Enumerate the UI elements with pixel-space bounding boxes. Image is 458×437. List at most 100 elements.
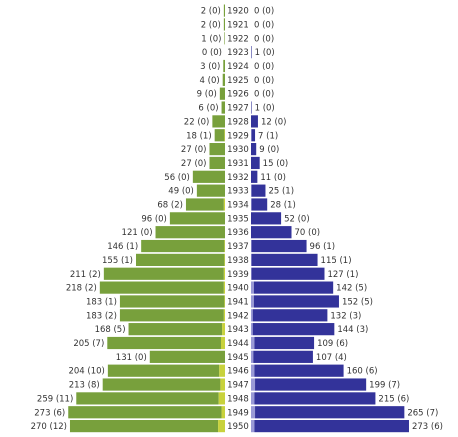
right-value-label-1931: 15 (0) xyxy=(263,159,289,169)
left-bar-sub-1949 xyxy=(221,406,225,419)
left-value-label-1935: 96 (0) xyxy=(141,214,167,224)
year-label-1928: 1928 xyxy=(227,117,249,127)
right-value-label-1936: 70 (0) xyxy=(295,228,321,238)
year-label-1930: 1930 xyxy=(227,145,249,155)
right-bar-1938 xyxy=(251,253,318,266)
left-value-label-1920: 2 (0) xyxy=(201,7,221,17)
left-bar-1937 xyxy=(141,239,225,253)
year-label-1935: 1935 xyxy=(227,214,249,224)
right-value-label-1930: 9 (0) xyxy=(259,145,279,155)
left-bar-sub-1944 xyxy=(220,336,225,350)
left-value-label-1933: 49 (0) xyxy=(168,187,194,197)
data-labels: 2 (0) 0 (0) 2 (0) 0 (0) 1 (0) 0 (0) 0 (0) 1 (0)… xyxy=(31,7,443,433)
year-label-1944: 1944 xyxy=(227,339,249,349)
right-bar-1930 xyxy=(251,143,257,156)
right-value-label-1947: 199 (7) xyxy=(369,381,400,391)
left-value-label-1926: 9 (0) xyxy=(197,90,217,100)
left-bar-1949 xyxy=(68,406,222,419)
left-bar-1926 xyxy=(219,87,225,100)
right-value-label-1923: 1 (0) xyxy=(255,48,275,58)
year-label-1923: 1923 xyxy=(227,48,249,58)
right-series-bars xyxy=(251,46,409,433)
year-label-1925: 1925 xyxy=(227,76,249,86)
right-value-label-1932: 11 (0) xyxy=(260,173,286,183)
left-bar-1920 xyxy=(223,4,225,17)
right-bar-1943 xyxy=(252,323,335,336)
right-bar-sub-1934 xyxy=(251,198,252,211)
left-value-label-1930: 27 (0) xyxy=(181,145,207,155)
year-label-1926: 1926 xyxy=(227,90,249,100)
right-value-label-1944: 109 (6) xyxy=(317,339,348,349)
right-bar-1934 xyxy=(251,198,268,211)
left-bar-1925 xyxy=(222,73,225,86)
right-bar-sub-1938 xyxy=(251,253,252,266)
right-value-label-1920: 0 (0) xyxy=(254,7,274,17)
right-bar-1942 xyxy=(252,309,328,322)
left-bar-1932 xyxy=(192,170,225,183)
left-bar-1927 xyxy=(221,101,225,114)
left-bar-sub-1939 xyxy=(223,267,225,280)
year-label-1931: 1931 xyxy=(227,159,249,169)
left-bar-1943 xyxy=(128,323,223,336)
left-bar-1945 xyxy=(149,350,225,363)
right-bar-1939 xyxy=(251,267,325,280)
right-value-label-1924: 0 (0) xyxy=(254,62,274,72)
right-bar-1936 xyxy=(251,226,292,239)
left-value-label-1932: 56 (0) xyxy=(164,173,190,183)
right-value-label-1926: 0 (0) xyxy=(254,90,274,100)
left-value-label-1937: 146 (1) xyxy=(107,242,138,252)
right-bar-1947 xyxy=(255,378,367,391)
left-value-label-1936: 121 (0) xyxy=(122,228,153,238)
left-bar-1936 xyxy=(155,226,225,239)
right-value-label-1928: 12 (0) xyxy=(261,117,287,127)
left-bar-1942 xyxy=(119,309,224,322)
right-value-label-1942: 132 (3) xyxy=(330,311,361,321)
year-label-1937: 1937 xyxy=(227,242,249,252)
left-value-label-1929: 18 (1) xyxy=(186,131,212,141)
left-value-label-1948: 259 (11) xyxy=(37,394,73,404)
left-bar-sub-1943 xyxy=(222,323,225,336)
right-bar-1946 xyxy=(254,364,344,377)
right-bar-1933 xyxy=(251,184,266,197)
right-bar-sub-1937 xyxy=(251,239,252,253)
year-label-1941: 1941 xyxy=(227,297,249,307)
year-label-1940: 1940 xyxy=(227,284,249,294)
left-value-label-1941: 183 (1) xyxy=(86,297,117,307)
year-label-1924: 1924 xyxy=(227,62,249,72)
left-bar-sub-1950 xyxy=(218,420,225,433)
right-bar-1932 xyxy=(251,170,258,183)
left-bar-1934 xyxy=(185,198,224,211)
right-bar-sub-1947 xyxy=(251,378,256,391)
left-value-label-1921: 2 (0) xyxy=(201,20,221,30)
right-value-label-1927: 1 (0) xyxy=(255,104,275,114)
right-value-label-1937: 96 (1) xyxy=(310,242,336,252)
year-label-1945: 1945 xyxy=(227,353,249,363)
year-label-1948: 1948 xyxy=(227,394,249,404)
right-bar-1935 xyxy=(251,212,282,225)
left-bar-sub-1938 xyxy=(224,253,225,266)
year-label-1934: 1934 xyxy=(227,201,249,211)
left-bar-1929 xyxy=(214,129,225,142)
right-bar-sub-1948 xyxy=(251,392,255,405)
left-bar-1946 xyxy=(107,364,220,377)
left-bar-1939 xyxy=(103,267,224,280)
right-value-label-1925: 0 (0) xyxy=(254,76,274,86)
left-value-label-1931: 27 (0) xyxy=(181,159,207,169)
right-value-label-1922: 0 (0) xyxy=(254,34,274,44)
right-bar-sub-1949 xyxy=(251,406,256,419)
right-value-label-1948: 215 (6) xyxy=(378,394,409,404)
left-value-label-1947: 213 (8) xyxy=(69,381,100,391)
left-value-label-1940: 218 (2) xyxy=(66,284,97,294)
left-bar-1947 xyxy=(102,378,221,391)
left-bar-1921 xyxy=(223,18,225,31)
left-bar-1935 xyxy=(169,212,225,225)
left-bar-1924 xyxy=(223,59,225,73)
right-bar-sub-1944 xyxy=(251,336,255,350)
right-bar-1950 xyxy=(254,420,409,433)
year-label-1950: 1950 xyxy=(227,422,249,432)
right-bar-1944 xyxy=(254,336,315,350)
left-value-label-1924: 3 (0) xyxy=(200,62,220,72)
right-bar-1927 xyxy=(251,101,252,114)
year-label-1936: 1936 xyxy=(227,228,249,238)
left-bar-sub-1934 xyxy=(223,198,225,211)
